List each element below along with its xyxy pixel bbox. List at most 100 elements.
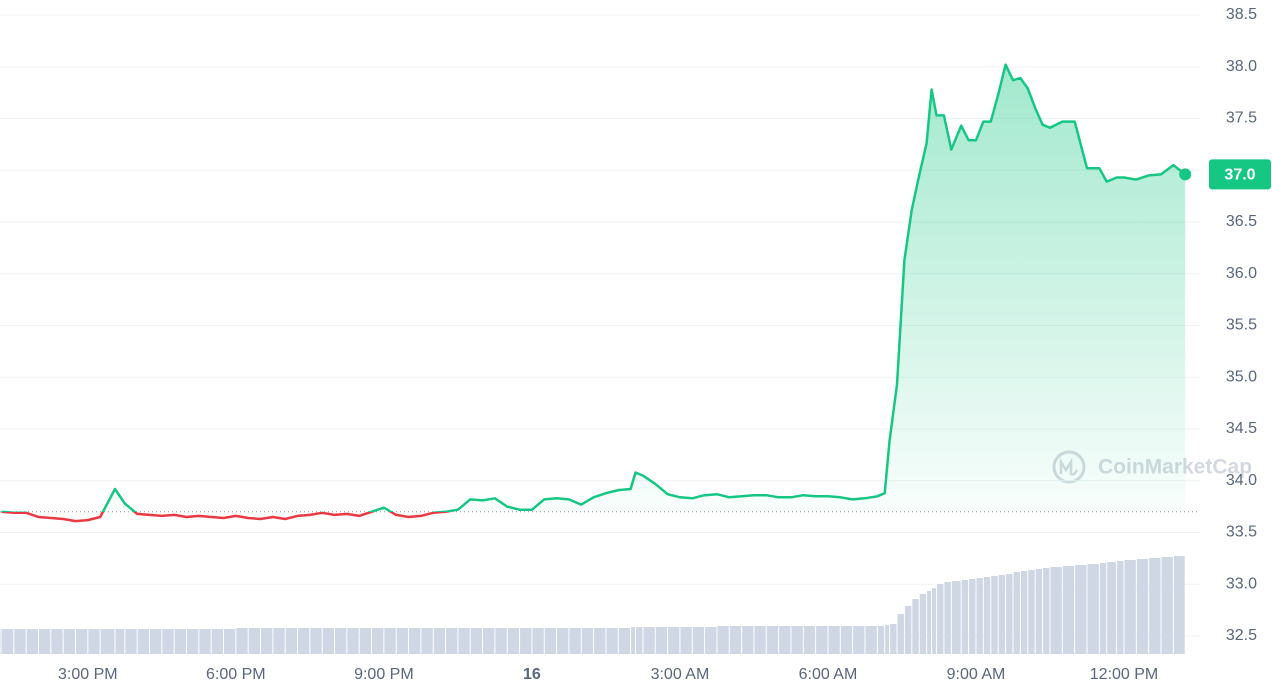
volume-bar [347,628,359,654]
volume-bar [285,628,298,654]
volume-bar [865,626,877,654]
volume-bar [162,629,174,654]
y-tick-label: 38.5 [1226,6,1257,23]
volume-bar [1149,558,1161,654]
volume-bar [1087,564,1099,654]
volume-bar [853,626,865,654]
volume-bar [969,579,976,654]
volume-bar [976,578,983,654]
volume-bar [1075,565,1087,654]
volume-bar [1062,566,1075,654]
volume-bar [742,626,754,654]
volume-bar [944,582,951,654]
volume-bar [791,626,803,654]
volume-bar [150,629,162,654]
x-tick-label: 6:00 PM [206,666,266,683]
volume-bar [655,627,668,654]
y-tick-label: 35.0 [1226,368,1257,385]
volume-bar [100,629,115,654]
volume-bar [803,626,816,654]
volume-bar [904,606,912,654]
volume-bar [125,629,137,654]
volume-bar [421,628,433,654]
y-tick-label: 36.0 [1226,265,1257,282]
volume-bar [322,628,335,654]
volume-bar [88,629,100,654]
x-tick-label: 6:00 AM [799,666,858,683]
volume-bar [14,629,26,654]
volume-bar [1050,567,1062,654]
volume-bar [359,628,372,654]
volume-bar [335,628,347,654]
volume-bar [885,625,890,654]
volume-bar [927,591,932,654]
volume-bar [248,628,261,654]
x-tick-label: 3:00 PM [58,666,118,683]
volume-bar [557,628,569,654]
volume-bar [1028,570,1035,654]
volume-bar [174,629,187,654]
volume-bar [919,594,927,654]
volume-bar [1020,571,1028,654]
volume-bar [483,628,495,654]
volume-bar [991,576,998,654]
volume-bar [372,628,384,654]
volume-bar [569,628,581,654]
volume-bar [261,628,273,654]
volume-bar [754,626,766,654]
volume-bar [594,628,606,654]
volume-bar [1117,561,1124,654]
y-tick-label: 34.0 [1226,472,1257,489]
volume-bar [937,584,944,654]
volume-bar [1043,568,1050,654]
volume-bar [51,629,63,654]
volume-bar [433,628,446,654]
volume-bar [1124,560,1136,654]
volume-bar [680,627,692,654]
y-tick-label: 33.5 [1226,524,1257,541]
volume-bar [766,626,779,654]
volume-bar [1013,572,1020,654]
volume-bar [1006,574,1013,654]
volume-bar [581,628,594,654]
y-tick-label: 35.5 [1226,317,1257,334]
y-tick-label: 37.5 [1226,110,1257,127]
volume-bar [38,629,51,654]
price-area [102,64,1186,512]
x-tick-label: 12:00 PM [1090,666,1158,683]
x-tick-label: 3:00 AM [651,666,710,683]
volume-bar [298,628,310,654]
volume-bar [668,627,680,654]
volume-bar [816,626,828,654]
volume-bar [932,588,937,654]
volume-bar [458,628,470,654]
volume-bar [384,628,396,654]
volume-bar [224,629,236,654]
volume-bar [828,626,840,654]
volume-bar [636,627,643,654]
y-tick-label: 38.0 [1226,58,1257,75]
volume-bar [26,629,38,654]
volume-bar [236,628,248,654]
volume-bar [520,628,532,654]
volume-bar [1,629,14,654]
x-tick-label: 9:00 AM [947,666,1006,683]
volume-bar [729,626,742,654]
volume-bar [951,581,961,654]
volume-bar [877,626,885,654]
volume-bar [717,626,729,654]
volume-bar [618,628,631,654]
volume-bar [211,629,224,654]
volume-bar [692,627,705,654]
volume-bar [897,614,904,654]
volume-bar [1035,569,1043,654]
x-tick-label: 9:00 PM [354,666,414,683]
volume-bar [75,629,88,654]
volume-bar [643,627,655,654]
volume-bar [273,628,285,654]
volume-bar [840,626,853,654]
volume-bar [199,629,211,654]
y-tick-label: 34.5 [1226,420,1257,437]
